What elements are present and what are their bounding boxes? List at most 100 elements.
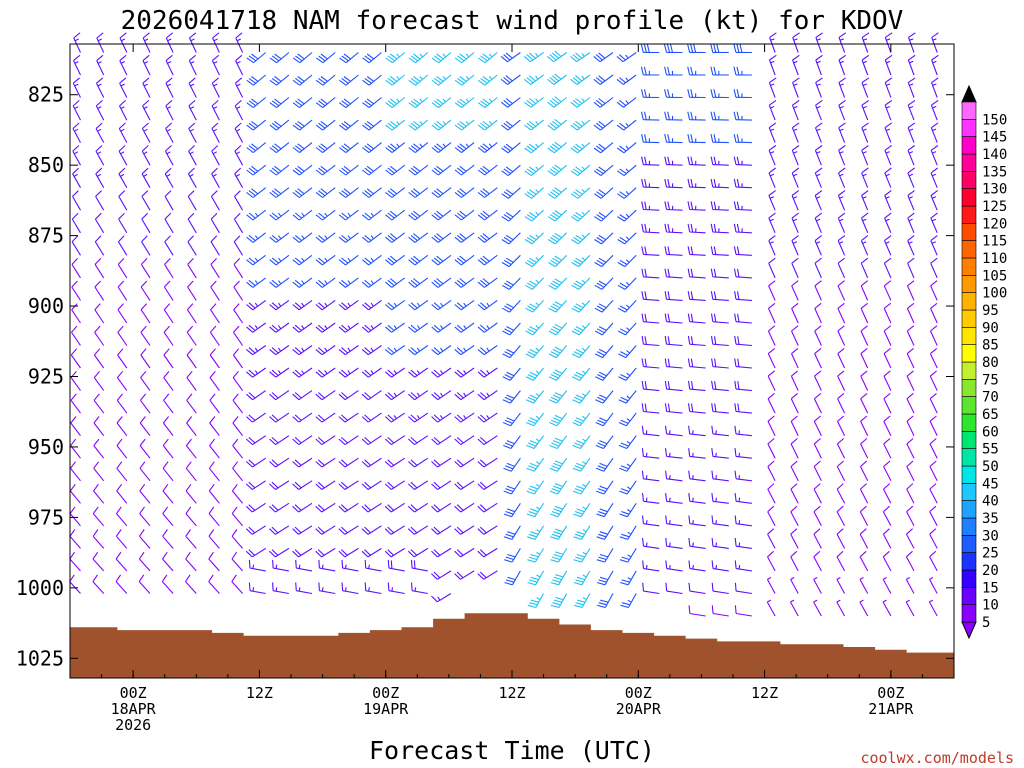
- wind-barb: [665, 537, 683, 549]
- colorbar-swatch: [961, 465, 977, 484]
- wind-barb: [408, 209, 429, 221]
- wind-barb: [338, 97, 359, 109]
- wind-barb: [96, 54, 105, 76]
- wind-barb: [906, 302, 915, 324]
- x-tick-label: 12Z: [246, 684, 273, 702]
- wind-barb: [928, 599, 938, 617]
- wind-barb: [641, 403, 660, 414]
- colorbar-swatch: [961, 101, 977, 120]
- wind-barb: [813, 460, 822, 482]
- wind-barb: [231, 551, 244, 572]
- wind-barb: [906, 392, 915, 414]
- wind-barb: [547, 164, 568, 177]
- wind-barb: [72, 99, 81, 121]
- wind-barb: [269, 277, 290, 288]
- wind-barb: [814, 325, 822, 346]
- wind-barb: [210, 303, 220, 324]
- wind-barb: [524, 142, 544, 154]
- wind-barb: [209, 438, 220, 459]
- wind-barb: [791, 347, 799, 369]
- wind-barb: [162, 461, 174, 482]
- wind-barb: [791, 122, 800, 143]
- wind-barb: [733, 201, 752, 211]
- wind-barb: [72, 122, 81, 143]
- wind-barb: [594, 277, 614, 290]
- wind-barb: [711, 605, 729, 617]
- wind-barb: [502, 345, 521, 359]
- wind-barb: [813, 438, 822, 459]
- wind-barb: [431, 142, 452, 154]
- wind-barb: [338, 322, 359, 333]
- wind-barb: [813, 550, 822, 572]
- colorbar-swatch: [961, 552, 977, 571]
- y-tick-label: 825: [28, 83, 64, 107]
- wind-barb: [861, 190, 869, 211]
- colorbar-swatch: [961, 309, 977, 328]
- wind-barb: [930, 235, 938, 256]
- wind-barb: [408, 435, 429, 446]
- wind-barb: [187, 235, 197, 256]
- wind-barb: [733, 268, 752, 279]
- wind-barb: [525, 300, 545, 313]
- wind-barb: [641, 425, 660, 437]
- wind-barb: [361, 232, 382, 243]
- wind-barb: [210, 258, 220, 279]
- wind-barb: [930, 99, 939, 121]
- wind-barb: [884, 77, 893, 98]
- wind-barb: [454, 119, 475, 131]
- wind-barb: [550, 593, 568, 609]
- wind-barb: [292, 367, 313, 378]
- wind-barb: [269, 209, 290, 221]
- wind-barb: [733, 111, 752, 121]
- wind-barb: [882, 505, 892, 527]
- wind-barb: [115, 574, 128, 594]
- colorbar-swatch: [961, 482, 977, 501]
- wind-barb: [69, 506, 81, 527]
- wind-barb: [185, 438, 197, 459]
- wind-barb: [664, 111, 683, 121]
- wind-barb: [687, 133, 706, 144]
- wind-barb: [906, 325, 915, 346]
- colorbar-label: 75: [982, 372, 999, 388]
- wind-barb: [186, 303, 197, 324]
- wind-barb: [550, 525, 568, 540]
- colorbar-label: 20: [982, 563, 999, 579]
- wind-barb: [710, 66, 729, 76]
- wind-barb: [408, 119, 429, 131]
- wind-barb: [641, 493, 660, 504]
- wind-barb: [233, 280, 244, 301]
- wind-barb: [454, 254, 475, 266]
- wind-barb: [837, 167, 846, 188]
- wind-barb: [71, 235, 81, 256]
- colorbar-label: 95: [982, 303, 999, 319]
- wind-barb: [572, 412, 591, 427]
- y-tick-label: 1025: [16, 646, 64, 670]
- wind-barb: [315, 97, 336, 109]
- wind-barb: [338, 209, 359, 221]
- wind-barb: [338, 345, 359, 356]
- wind-barb: [384, 345, 406, 356]
- wind-barb: [642, 537, 660, 549]
- wind-barb: [209, 325, 220, 346]
- wind-barb: [664, 448, 683, 459]
- wind-barb: [733, 156, 752, 166]
- wind-barb: [269, 435, 290, 446]
- wind-barb: [116, 483, 128, 504]
- wind-barb: [477, 367, 498, 378]
- wind-barb: [815, 99, 823, 121]
- wind-barb: [883, 280, 892, 301]
- wind-barb: [140, 280, 151, 301]
- wind-barb: [116, 416, 128, 437]
- wind-barb: [791, 235, 799, 256]
- colorbar-label: 150: [982, 112, 1007, 128]
- wind-barb: [361, 435, 382, 446]
- wind-barbs: [69, 32, 939, 617]
- wind-barb: [431, 593, 452, 603]
- wind-barb: [687, 156, 706, 166]
- wind-barb: [711, 448, 729, 459]
- wind-barb: [315, 412, 336, 423]
- colorbar-swatch: [961, 378, 977, 397]
- colorbar-label: 80: [982, 355, 999, 371]
- colorbar-label: 125: [982, 199, 1007, 215]
- wind-barb: [734, 560, 752, 572]
